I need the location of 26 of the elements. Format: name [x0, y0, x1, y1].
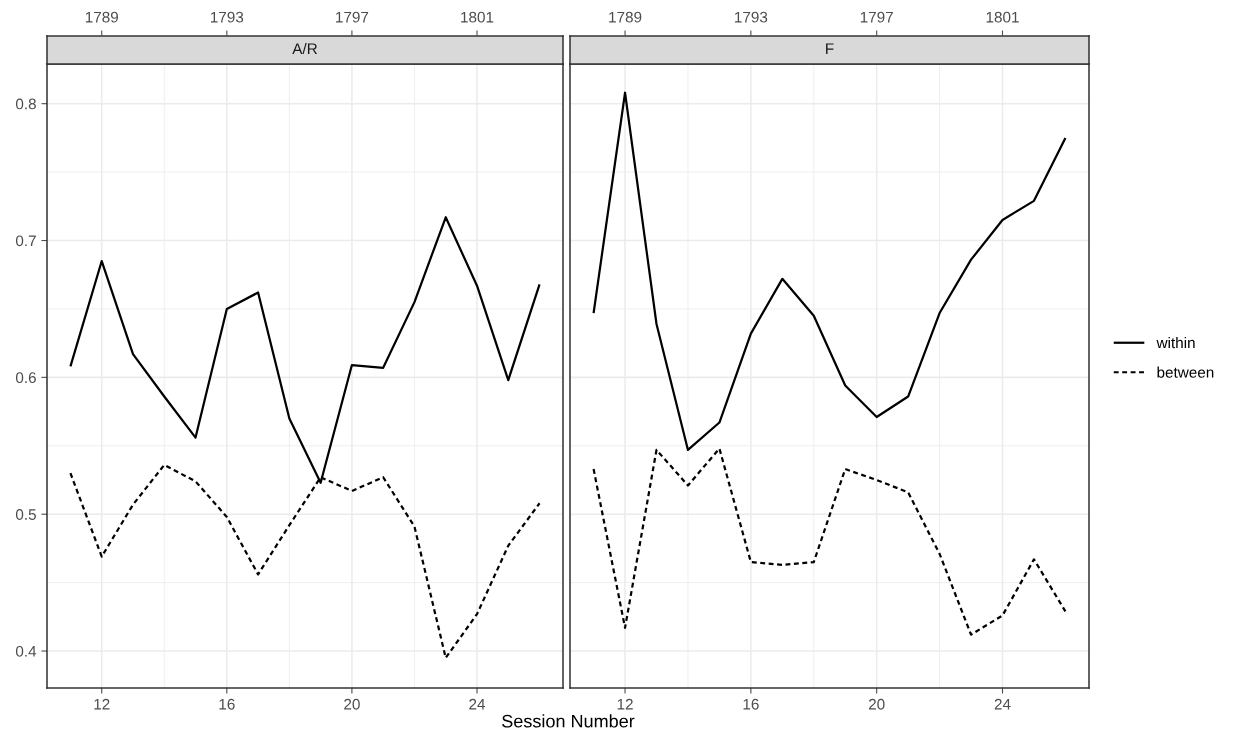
legend-label: within [1156, 337, 1195, 349]
x-tick-label: 12 [94, 698, 110, 710]
x2-tick-label: 1789 [85, 11, 118, 23]
x2-tick-label: 1797 [336, 11, 369, 23]
y-tick-label: 0.8 [15, 98, 36, 110]
x-tick-label: 24 [994, 698, 1011, 710]
x-tick-label: 12 [617, 698, 633, 710]
x-tick-label: 16 [219, 698, 235, 710]
y-tick-label: 0.7 [15, 235, 36, 247]
x2-tick-label: 1797 [860, 11, 893, 23]
y-tick-label: 0.6 [15, 372, 36, 384]
y-tick-label: 0.5 [15, 509, 36, 520]
x2-tick-label: 1801 [986, 11, 1019, 23]
x2-tick-label: 1801 [461, 11, 494, 23]
legend-label: between [1157, 366, 1214, 378]
y-tick-label: 0.4 [15, 645, 37, 657]
x-tick-label: 20 [868, 698, 885, 710]
x2-tick-label: 1793 [735, 11, 768, 23]
x-tick-label: 24 [469, 698, 486, 710]
x-tick-label: 20 [344, 698, 360, 710]
chart-title: F [826, 43, 834, 54]
x-axis-title: Session Number [502, 714, 635, 728]
chart-title: A/R [292, 42, 318, 55]
x2-tick-label: 1793 [210, 11, 244, 23]
x2-tick-label: 1789 [609, 11, 642, 23]
x-tick-label: 16 [743, 698, 759, 710]
